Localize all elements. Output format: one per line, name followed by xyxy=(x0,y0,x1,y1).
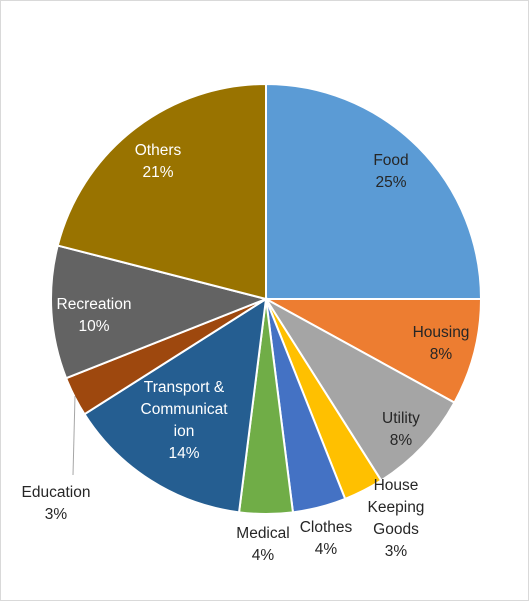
data-label-transport-and-communication: Transport & Communicat ion 14% xyxy=(141,379,229,462)
data-label-line: 3% xyxy=(385,543,408,560)
data-label-line: Communicat xyxy=(141,401,229,418)
data-label-utility: Utility 8% xyxy=(382,410,420,449)
leader-line-education xyxy=(72,395,76,476)
data-label-line: ion xyxy=(174,423,195,440)
data-label-line: Keeping xyxy=(368,499,425,516)
data-label-line: 8% xyxy=(390,432,413,449)
data-label-line: Goods xyxy=(373,521,419,538)
data-label-clothes: Clothes 4% xyxy=(300,519,353,558)
pie-slice-housing xyxy=(265,298,483,404)
data-label-line: Education xyxy=(22,484,91,501)
data-label-line: Medical xyxy=(236,525,289,542)
data-label-housing: Housing 8% xyxy=(413,324,470,363)
data-label-line: House xyxy=(374,477,419,494)
data-label-line: 8% xyxy=(430,346,453,363)
data-label-food: Food 25% xyxy=(373,152,408,191)
data-label-education: Education 3% xyxy=(22,484,91,523)
pie-slice-recreation xyxy=(50,244,270,380)
pie-slice-utility xyxy=(265,298,456,482)
data-label-line: 25% xyxy=(375,174,406,191)
data-label-line: 3% xyxy=(45,506,68,523)
data-label-line: 10% xyxy=(78,318,109,335)
data-label-line: Food xyxy=(373,152,408,169)
data-label-line: Housing xyxy=(413,324,470,341)
data-label-line: Clothes xyxy=(300,519,353,536)
data-label-line: 4% xyxy=(252,547,275,564)
pie-slice-transport-and-communication xyxy=(83,297,268,514)
data-label-line: Utility xyxy=(382,410,420,427)
data-label-others: Others 21% xyxy=(135,142,182,181)
data-label-line: 14% xyxy=(168,445,199,462)
pie-slice-others xyxy=(56,82,267,301)
data-label-line: 4% xyxy=(315,541,338,558)
pie-slice-food xyxy=(265,82,483,300)
data-label-recreation: Recreation 10% xyxy=(57,296,132,335)
data-label-line: Others xyxy=(135,142,182,159)
data-label-medical: Medical 4% xyxy=(236,525,289,564)
data-label-house-keeping-goods: House Keeping Goods 3% xyxy=(368,477,425,560)
data-label-line: Transport & xyxy=(144,379,225,396)
data-label-line: 21% xyxy=(142,164,173,181)
data-label-line: Recreation xyxy=(57,296,132,313)
